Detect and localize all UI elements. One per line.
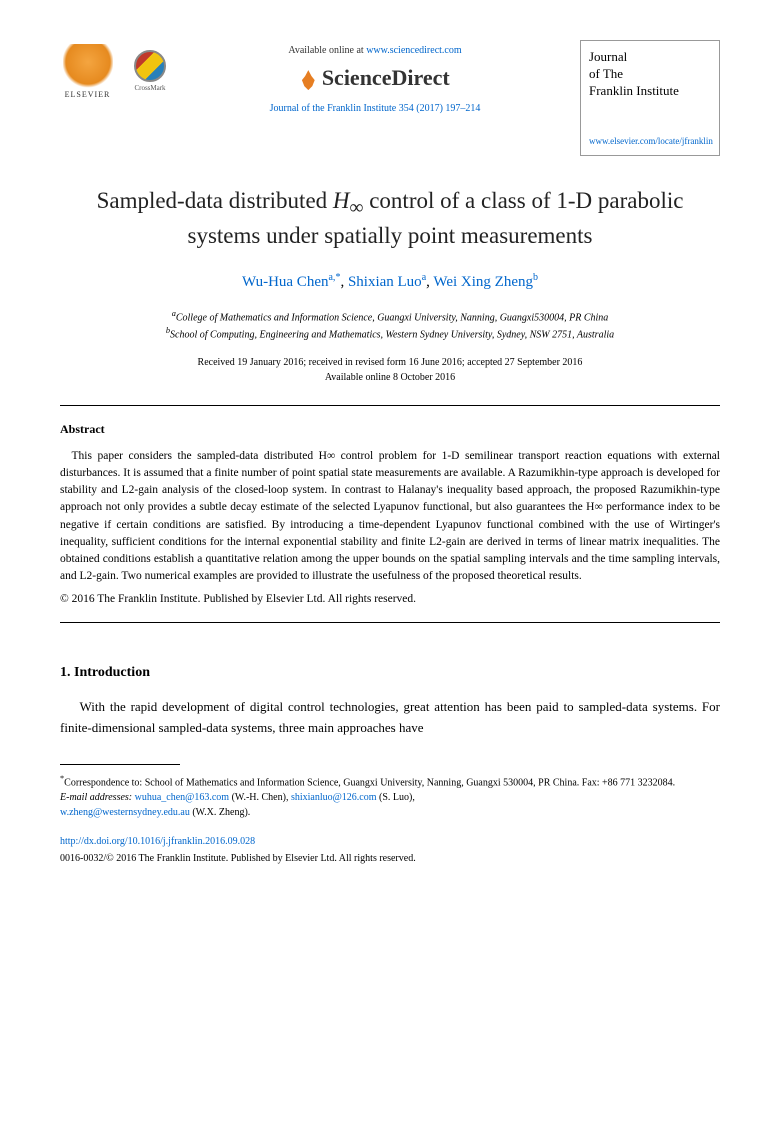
affiliation-b: bSchool of Computing, Engineering and Ma… [60, 325, 720, 342]
crossmark-badge[interactable]: CrossMark [130, 50, 170, 100]
dates-received: Received 19 January 2016; received in re… [60, 355, 720, 370]
author-1: Wu-Hua Chena,* [242, 274, 340, 290]
dates-online: Available online 8 October 2016 [60, 370, 720, 385]
sciencedirect-url-link[interactable]: www.sciencedirect.com [366, 45, 461, 56]
affiliations-block: aCollege of Mathematics and Information … [60, 308, 720, 343]
journal-cover-box: Journal of The Franklin Institute www.el… [580, 40, 720, 156]
section-1-para-1: With the rapid development of digital co… [60, 697, 720, 739]
author-2-affil: a [422, 272, 426, 283]
affiliation-a-text: College of Mathematics and Information S… [176, 312, 608, 323]
journal-title-line3: Franklin Institute [589, 83, 711, 100]
elsevier-label: ELSEVIER [65, 89, 111, 100]
section-1-heading: 1. Introduction [60, 663, 720, 683]
article-title: Sampled-data distributed H∞ control of a… [80, 186, 700, 251]
affiliation-a: aCollege of Mathematics and Information … [60, 308, 720, 325]
issn-copyright: 0016-0032/© 2016 The Franklin Institute.… [60, 852, 720, 866]
email-2-link[interactable]: shixianluo@126.com [291, 792, 377, 803]
author-1-link[interactable]: Wu-Hua Chen [242, 274, 328, 290]
journal-box-title: Journal of The Franklin Institute [589, 49, 711, 100]
doi-link[interactable]: http://dx.doi.org/10.1016/j.jfranklin.20… [60, 835, 720, 849]
authors-line: Wu-Hua Chena,*, Shixian Luoa, Wei Xing Z… [60, 271, 720, 293]
divider-top [60, 405, 720, 406]
journal-locate-link[interactable]: www.elsevier.com/locate/jfranklin [589, 135, 711, 148]
author-3-link[interactable]: Wei Xing Zheng [433, 274, 533, 290]
available-online-line: Available online at www.sciencedirect.co… [190, 40, 560, 58]
email-2-who: (S. Luo) [379, 792, 412, 803]
elsevier-logo[interactable]: ELSEVIER [60, 40, 115, 100]
title-h-symbol: H [333, 188, 350, 213]
article-dates: Received 19 January 2016; received in re… [60, 355, 720, 385]
author-2: Shixian Luoa [348, 274, 426, 290]
affiliation-b-text: School of Computing, Engineering and Mat… [170, 330, 614, 341]
elsevier-tree-icon [63, 44, 113, 89]
abstract-text: This paper considers the sampled-data di… [60, 448, 720, 586]
footnote-divider [60, 764, 180, 765]
email-footnote: E-mail addresses: wuhua_chen@163.com (W.… [60, 790, 720, 820]
email-3-who: (W.X. Zheng) [192, 807, 247, 818]
crossmark-icon [134, 50, 166, 82]
author-2-link[interactable]: Shixian Luo [348, 274, 422, 290]
email-1-link[interactable]: wuhua_chen@163.com [135, 792, 229, 803]
email-label: E-mail addresses: [60, 792, 132, 803]
title-pre: Sampled-data distributed [97, 188, 333, 213]
abstract-heading: Abstract [60, 421, 720, 438]
sciencedirect-brand-text: ScienceDirect [322, 65, 450, 90]
sciencedirect-flame-icon [300, 70, 316, 90]
email-1-who: (W.-H. Chen) [232, 792, 286, 803]
available-text: Available online at [288, 45, 366, 56]
journal-title-line1: Journal [589, 49, 711, 66]
journal-title-line2: of The [589, 66, 711, 83]
page-header: ELSEVIER CrossMark Available online at w… [60, 40, 720, 156]
abstract-copyright: © 2016 The Franklin Institute. Published… [60, 591, 720, 607]
email-3-link[interactable]: w.zheng@westernsydney.edu.au [60, 807, 190, 818]
sciencedirect-logo[interactable]: ScienceDirect [190, 63, 560, 94]
header-center: Available online at www.sciencedirect.co… [170, 40, 580, 116]
crossmark-label: CrossMark [134, 84, 165, 94]
correspondence-text: Correspondence to: School of Mathematics… [64, 777, 675, 788]
header-left: ELSEVIER CrossMark [60, 40, 170, 100]
correspondence-footnote: *Correspondence to: School of Mathematic… [60, 773, 720, 790]
author-3-affil: b [533, 272, 538, 283]
author-1-corr: * [335, 272, 340, 283]
author-3: Wei Xing Zhengb [433, 274, 538, 290]
journal-citation-link[interactable]: Journal of the Franklin Institute 354 (2… [190, 102, 560, 116]
title-infinity-sub: ∞ [350, 198, 364, 219]
divider-bottom [60, 622, 720, 623]
